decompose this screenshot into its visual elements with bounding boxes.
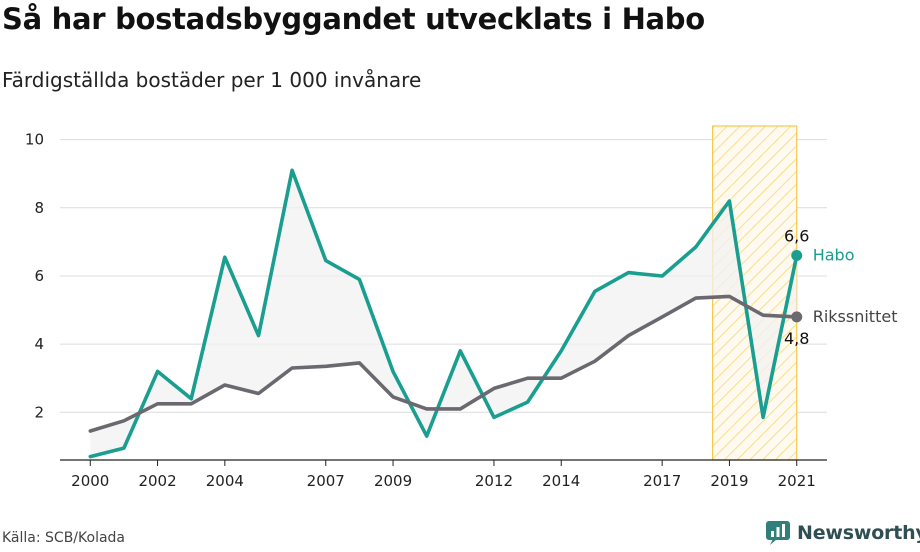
x-tick-label: 2002 xyxy=(138,472,176,490)
x-tick-label: 2019 xyxy=(710,472,748,490)
x-tick-label: 2017 xyxy=(643,472,681,490)
y-tick-label: 10 xyxy=(25,131,44,149)
x-tick-label: 2000 xyxy=(71,472,109,490)
x-tick-label: 2012 xyxy=(475,472,513,490)
newsworthy-logo-icon xyxy=(766,521,790,545)
x-tick-label: 2009 xyxy=(374,472,412,490)
x-tick-label: 2007 xyxy=(307,472,345,490)
brand-name: Newsworthy xyxy=(797,522,920,544)
chart-title: Så har bostadsbyggandet utvecklats i Hab… xyxy=(2,2,705,36)
y-tick-label: 4 xyxy=(34,335,44,353)
habo-end-value: 6,6 xyxy=(784,227,809,246)
y-tick-label: 6 xyxy=(34,267,44,285)
series-gap-band xyxy=(90,170,797,457)
x-tick-label: 2014 xyxy=(542,472,580,490)
source-note: Källa: SCB/Kolada xyxy=(2,530,126,546)
habo-line xyxy=(88,168,799,459)
x-tick-label: 2004 xyxy=(206,472,244,490)
rikssnittet-end-value: 4,8 xyxy=(784,329,809,348)
habo-end-point xyxy=(791,250,803,262)
habo-series-label: Habo xyxy=(813,246,855,265)
rikssnittet-end-point xyxy=(791,311,803,323)
y-tick-label: 2 xyxy=(34,403,44,421)
rikssnittet-line xyxy=(88,294,799,433)
rikssnittet-series-label: Rikssnittet xyxy=(813,307,898,326)
newsworthy-brand[interactable]: Newsworthy xyxy=(765,520,920,546)
x-tick-label: 2021 xyxy=(778,472,816,490)
y-tick-label: 8 xyxy=(34,199,44,217)
chart-subtitle: Färdigställda bostäder per 1 000 invånar… xyxy=(2,68,422,92)
